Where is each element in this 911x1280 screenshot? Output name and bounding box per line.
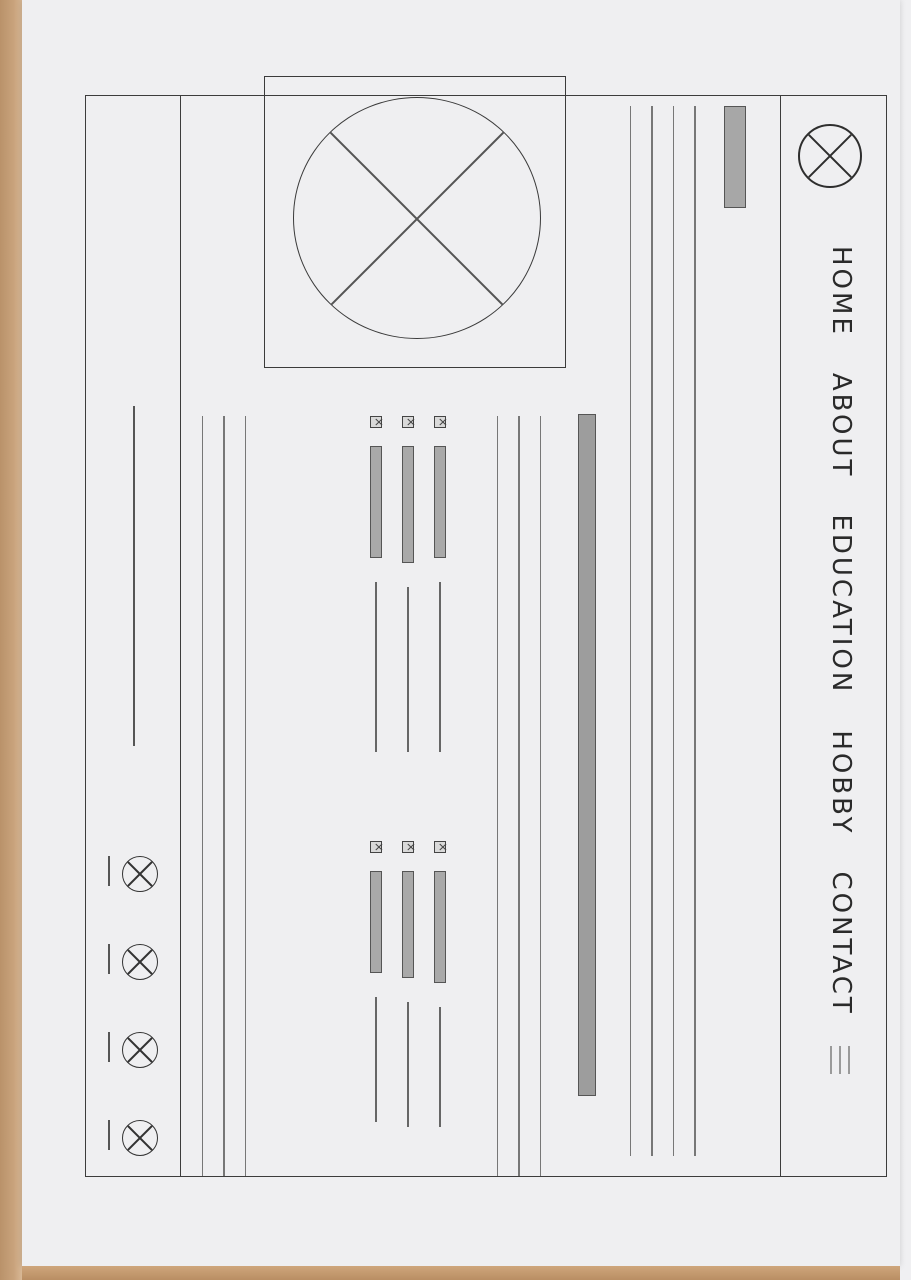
feature-row <box>392 841 424 1171</box>
hero-label-block <box>724 106 746 208</box>
social-link[interactable] <box>98 856 158 896</box>
feature-title-bar <box>434 871 446 983</box>
body-text-lines <box>182 416 246 1176</box>
nav-education[interactable]: EDUCATION <box>826 514 856 695</box>
feature-title-bar <box>402 446 414 563</box>
feature-text-line <box>407 1002 409 1127</box>
social-placeholder-icon[interactable] <box>122 944 158 980</box>
social-label-line <box>108 1120 110 1150</box>
social-placeholder-icon[interactable] <box>122 1032 158 1068</box>
feature-row <box>360 841 392 1171</box>
social-link[interactable] <box>98 944 158 984</box>
nav-hobby[interactable]: HOBBY <box>826 730 856 836</box>
site-footer <box>85 96 181 1176</box>
feature-row <box>360 416 392 752</box>
feature-column-2 <box>360 841 456 1171</box>
feature-title-bar <box>402 871 414 978</box>
feature-text-line <box>439 582 441 752</box>
hero-text-lines <box>610 106 696 1156</box>
checkbox-icon[interactable] <box>370 841 382 853</box>
browser-frame: HOME ABOUT EDUCATION HOBBY CONTACT <box>85 76 887 1177</box>
feature-column-1 <box>360 416 456 752</box>
feature-text-line <box>375 997 377 1122</box>
social-link[interactable] <box>98 1120 158 1160</box>
hamburger-menu-icon[interactable] <box>830 1046 850 1074</box>
intro-text-lines <box>477 416 541 1176</box>
social-links <box>98 856 158 1160</box>
checkbox-icon[interactable] <box>402 841 414 853</box>
checkbox-icon[interactable] <box>434 416 446 428</box>
feature-title-bar <box>370 871 382 973</box>
social-label-line <box>108 856 110 886</box>
feature-row <box>392 416 424 752</box>
nav-contact[interactable]: CONTACT <box>826 871 856 1016</box>
social-label-line <box>108 944 110 974</box>
feature-text-line <box>439 1007 441 1127</box>
footer-text-line <box>133 406 135 746</box>
social-link[interactable] <box>98 1032 158 1072</box>
checkbox-icon[interactable] <box>402 416 414 428</box>
feature-row <box>424 841 456 1171</box>
feature-text-line <box>375 582 377 752</box>
checkbox-icon[interactable] <box>370 416 382 428</box>
feature-text-line <box>407 587 409 752</box>
paper-sheet: HOME ABOUT EDUCATION HOBBY CONTACT <box>22 0 900 1280</box>
site-header: HOME ABOUT EDUCATION HOBBY CONTACT <box>780 96 886 1176</box>
nav-home[interactable]: HOME <box>826 246 856 337</box>
feature-row <box>424 416 456 752</box>
hero-image-placeholder <box>264 76 566 368</box>
image-placeholder-icon <box>293 97 541 339</box>
logo-placeholder-icon[interactable] <box>798 124 862 188</box>
feature-title-bar <box>370 446 382 558</box>
main-nav: HOME ABOUT EDUCATION HOBBY CONTACT <box>826 246 856 1016</box>
nav-about[interactable]: ABOUT <box>826 372 856 479</box>
social-placeholder-icon[interactable] <box>122 856 158 892</box>
wireframe-page: HOME ABOUT EDUCATION HOBBY CONTACT <box>77 76 887 1195</box>
social-placeholder-icon[interactable] <box>122 1120 158 1156</box>
checkbox-icon[interactable] <box>434 841 446 853</box>
social-label-line <box>108 1032 110 1062</box>
feature-title-bar <box>434 446 446 558</box>
hero-headline-bar <box>578 414 596 1096</box>
